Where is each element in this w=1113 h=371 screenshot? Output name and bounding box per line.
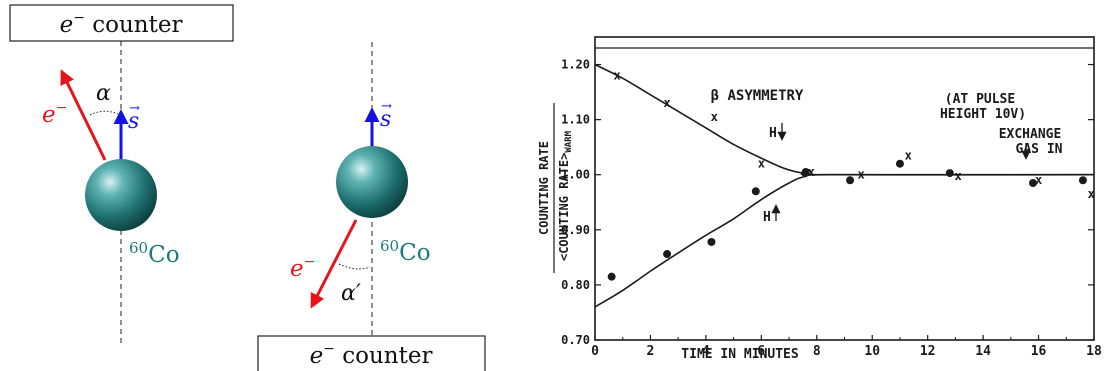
data-point-dot — [1078, 176, 1087, 185]
annotation-field-down: H — [769, 126, 777, 141]
left-counter-box — [9, 4, 234, 42]
right-counter-box — [257, 335, 486, 371]
fit-curve-lower — [594, 173, 1095, 308]
data-point-dot — [663, 250, 672, 259]
right-angle-arc — [338, 263, 371, 270]
annotation-field-up: H — [763, 210, 771, 225]
left-angle-label: α — [96, 81, 111, 106]
left-spin-vector-mark: → — [129, 101, 140, 116]
left-cobalt-nucleus — [85, 159, 157, 231]
left-electron-label: e− — [42, 100, 67, 128]
y-tick-label: 0.90 — [561, 223, 590, 237]
right-angle-label: α′ — [341, 281, 361, 306]
left-diagram: e− counter α e− s → 60Co — [9, 4, 234, 344]
y-tick-label: 0.70 — [561, 333, 590, 347]
data-point-dot — [846, 176, 855, 185]
x-tick-label: 12 — [920, 344, 936, 359]
y-tick-label: 0.80 — [561, 278, 590, 292]
data-point-dot — [945, 169, 954, 178]
y-axis-label: COUNTING RATE <COUNTING RATE>WARM — [537, 103, 574, 273]
data-point-x: x — [663, 96, 670, 110]
x-tick-label: 8 — [813, 344, 821, 359]
data-point-x: x — [808, 165, 815, 179]
x-axis-label: TIME IN MINUTES — [681, 347, 799, 362]
right-electron-arrow — [310, 219, 358, 309]
data-point-x: x — [711, 110, 718, 124]
data-point-x: x — [905, 148, 912, 162]
right-electron-label: e− — [290, 254, 315, 282]
x-tick-label: 0 — [591, 344, 599, 359]
left-angle-arc — [89, 110, 119, 116]
data-point-dot — [895, 159, 904, 168]
x-tick-label: 4 — [702, 344, 710, 359]
data-point-x: x — [955, 169, 962, 183]
left-counter-label: e− counter — [60, 10, 183, 38]
x-tick-label: 16 — [1031, 344, 1047, 359]
chart-frame — [594, 36, 1095, 341]
data-point-x: x — [1035, 173, 1042, 187]
y-tick-label: 1.10 — [561, 113, 590, 127]
chart-data-points: x x x x x x x x x x — [607, 69, 1095, 281]
chart-axes: 0 2 4 6 8 10 12 14 16 18 0.70 0.80 0.90 1.00 1.10 1.20 — [561, 47, 1102, 359]
annotation-exchange-line2: GAS IN — [1016, 142, 1063, 157]
annotation-exchange-line1: EXCHANGE — [999, 127, 1062, 142]
annotation-pulse-line1: (AT PULSE — [945, 92, 1015, 107]
x-tick-label: 2 — [647, 344, 655, 359]
beta-asymmetry-chart: 0 2 4 6 8 10 12 14 16 180.700.800.901.001.101.20 … — [537, 36, 1102, 362]
right-cobalt-nucleus — [336, 146, 408, 218]
right-diagram: s → e− α′ 60Co e− counter — [257, 42, 486, 371]
data-point-x: x — [614, 69, 621, 83]
data-point-x: x — [858, 168, 865, 182]
data-point-dot — [751, 187, 760, 196]
data-point-dot — [801, 167, 810, 176]
y-tick-label: 1.20 — [561, 58, 590, 72]
x-tick-label: 10 — [864, 344, 880, 359]
y-label-numerator: COUNTING RATE — [537, 141, 551, 235]
annotation-title: β ASYMMETRY — [711, 88, 804, 104]
left-nucleus-label: 60Co — [129, 239, 180, 268]
data-point-dot — [707, 237, 716, 246]
x-tick-label: 18 — [1086, 344, 1102, 359]
right-spin-label: s — [380, 107, 391, 132]
annotation-pulse-line2: HEIGHT 10V) — [940, 107, 1026, 122]
data-point-dot — [607, 272, 616, 281]
x-tick-label: 6 — [757, 344, 765, 359]
right-spin-vector-mark: → — [381, 99, 392, 114]
left-electron-arrow — [60, 69, 107, 161]
right-counter-label: e− counter — [310, 341, 433, 369]
y-label-denominator: <COUNTING RATE>WARM — [557, 130, 574, 261]
chart-fit-curves — [594, 63, 1095, 308]
data-point-x: x — [1088, 187, 1095, 201]
data-point-dot — [1029, 178, 1038, 187]
y-tick-label: 1.00 — [561, 168, 590, 182]
x-tick-label: 14 — [975, 344, 991, 359]
data-point-x: x — [758, 157, 765, 171]
right-nucleus-label: 60Co — [380, 237, 431, 266]
left-spin-label: s — [128, 109, 139, 134]
